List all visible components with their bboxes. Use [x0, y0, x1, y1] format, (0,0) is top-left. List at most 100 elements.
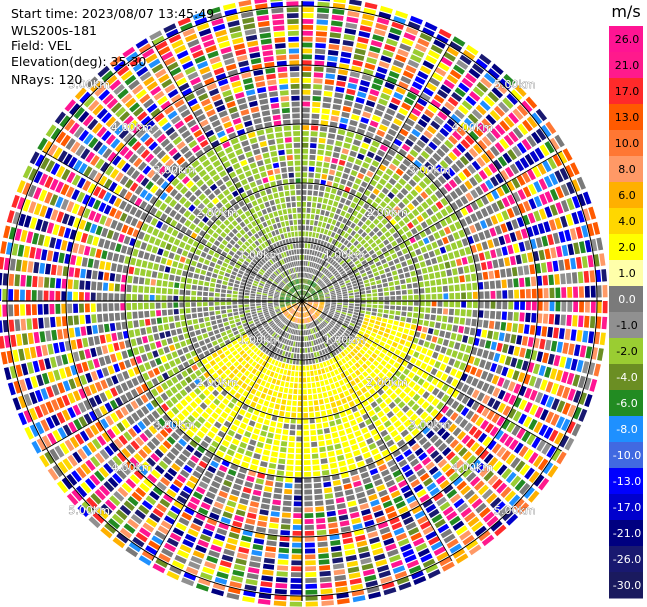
velocity-cell — [312, 294, 318, 297]
velocity-cell — [289, 430, 296, 436]
velocity-cell — [110, 353, 117, 363]
velocity-cell — [571, 272, 578, 284]
velocity-cell — [320, 228, 325, 234]
velocity-cell — [315, 286, 320, 291]
velocity-cell — [275, 577, 288, 583]
velocity-cell — [179, 423, 188, 432]
velocity-cell — [454, 284, 460, 292]
velocity-cell — [355, 275, 362, 280]
velocity-cell — [449, 41, 463, 52]
velocity-cell — [320, 380, 325, 387]
velocity-cell — [548, 219, 557, 231]
velocity-cell — [154, 530, 167, 541]
velocity-cell — [175, 522, 187, 532]
velocity-cell — [302, 306, 304, 312]
velocity-cell — [344, 549, 356, 556]
velocity-cell — [204, 363, 212, 370]
velocity-cell — [306, 293, 310, 297]
velocity-cell — [230, 526, 241, 534]
velocity-cell — [324, 85, 334, 91]
velocity-cell — [314, 238, 318, 244]
velocity-cell — [430, 280, 436, 286]
velocity-cell — [345, 22, 358, 30]
velocity-cell — [232, 368, 239, 375]
velocity-cell — [582, 361, 590, 374]
velocity-cell — [102, 282, 109, 291]
velocity-cell — [383, 474, 393, 483]
velocity-cell — [335, 497, 345, 504]
velocity-cell — [511, 219, 519, 230]
velocity-cell — [302, 290, 304, 296]
velocity-cell — [371, 140, 380, 148]
velocity-cell — [394, 280, 400, 286]
velocity-cell — [254, 320, 260, 325]
velocity-cell — [72, 243, 79, 254]
velocity-cell — [414, 331, 421, 338]
velocity-cell — [303, 407, 308, 412]
velocity-cell — [400, 429, 409, 438]
velocity-cell — [66, 473, 78, 486]
velocity-cell — [415, 432, 424, 441]
velocity-cell — [347, 287, 353, 291]
velocity-cell — [383, 420, 392, 428]
velocity-cell — [184, 385, 192, 394]
velocity-cell — [310, 131, 318, 137]
velocity-cell — [263, 400, 270, 407]
velocity-cell — [220, 305, 226, 310]
velocity-cell — [191, 290, 197, 296]
velocity-cell — [373, 246, 380, 252]
velocity-cell — [323, 341, 328, 347]
velocity-cell — [274, 340, 279, 346]
velocity-cell — [450, 242, 458, 250]
velocity-cell — [308, 341, 312, 347]
velocity-cell — [345, 267, 351, 272]
velocity-cell — [267, 301, 273, 303]
velocity-cell — [302, 54, 312, 60]
velocity-cell — [367, 531, 379, 539]
velocity-cell — [179, 469, 190, 479]
velocity-cell — [343, 446, 351, 454]
velocity-cell — [248, 506, 258, 514]
velocity-cell — [190, 455, 200, 464]
velocity-cell — [414, 43, 427, 53]
velocity-cell — [253, 338, 259, 344]
velocity-cell — [374, 349, 381, 355]
velocity-cell — [191, 336, 198, 343]
velocity-cell — [553, 355, 561, 367]
velocity-cell — [367, 238, 374, 245]
velocity-cell — [499, 138, 510, 150]
velocity-cell — [322, 261, 327, 267]
velocity-cell — [208, 445, 217, 454]
velocity-cell — [115, 409, 124, 420]
velocity-cell — [135, 397, 144, 407]
velocity-cell — [282, 393, 288, 399]
velocity-cell — [523, 265, 530, 275]
velocity-cell — [215, 288, 221, 293]
velocity-cell — [0, 288, 2, 301]
velocity-cell — [138, 277, 145, 285]
velocity-cell — [213, 364, 220, 371]
velocity-cell — [426, 349, 434, 357]
velocity-cell — [436, 401, 445, 410]
velocity-cell — [287, 394, 293, 400]
velocity-cell — [282, 325, 286, 330]
velocity-cell — [467, 301, 472, 308]
velocity-cell — [346, 16, 359, 24]
velocity-cell — [361, 356, 367, 362]
velocity-cell — [248, 358, 254, 365]
velocity-cell — [546, 445, 557, 458]
velocity-cell — [392, 406, 400, 414]
velocity-cell — [319, 362, 324, 368]
velocity-cell — [139, 482, 150, 493]
velocity-cell — [303, 401, 308, 406]
velocity-cell — [305, 273, 308, 278]
velocity-cell — [568, 343, 575, 356]
velocity-cell — [75, 363, 84, 374]
velocity-cell — [68, 267, 75, 277]
velocity-cell — [365, 457, 374, 465]
velocity-cell — [306, 213, 311, 219]
velocity-cell — [354, 292, 360, 295]
velocity-cell — [377, 222, 384, 229]
velocity-cell — [399, 128, 409, 137]
velocity-cell — [353, 312, 359, 316]
